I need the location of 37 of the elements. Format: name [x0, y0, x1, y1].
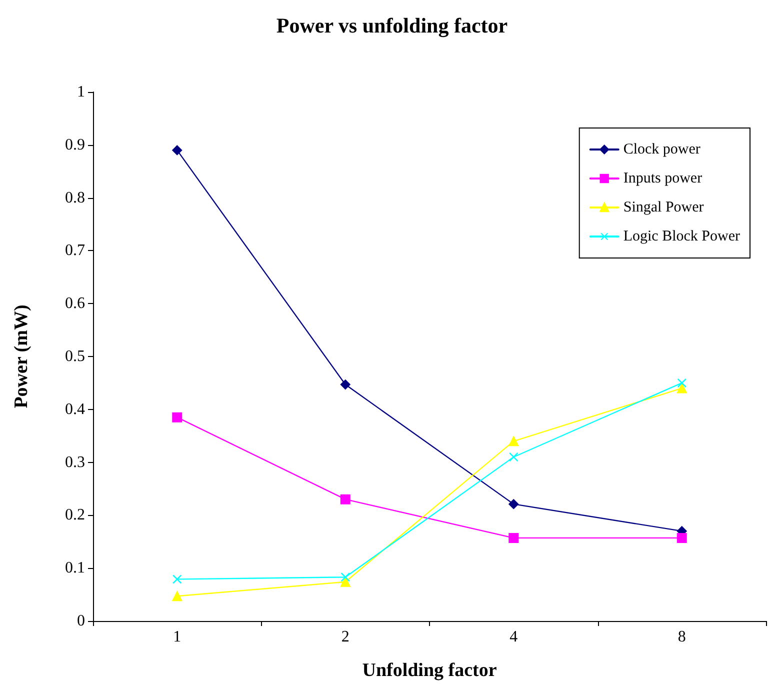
y-tick-label: 0.9	[65, 136, 85, 154]
legend-label: Singal Power	[623, 200, 704, 216]
point	[340, 572, 350, 582]
y-tick-label: 0	[77, 612, 85, 630]
y-tick-label: 0.3	[65, 454, 85, 471]
y-tick-label: 0.1	[65, 560, 85, 577]
x-axis-title: Unfolding factor	[362, 660, 498, 681]
legend-label: Inputs power	[623, 170, 702, 186]
chart-title: Power vs unfolding factor	[276, 14, 508, 38]
y-tick-label: 0.4	[65, 400, 85, 418]
point	[677, 378, 686, 388]
y-axis-title: Power (mW)	[11, 304, 32, 408]
point	[676, 532, 687, 543]
point	[508, 499, 519, 510]
y-tick-label: 1	[77, 84, 85, 100]
y-tick-label: 0.6	[65, 295, 85, 312]
point	[340, 576, 350, 587]
point	[676, 383, 687, 394]
point	[508, 436, 519, 446]
y-tick-label: 0.5	[65, 348, 85, 365]
x-tick-label: 2	[341, 628, 350, 646]
y-tick-label: 0.2	[65, 506, 85, 524]
legend-label: Logic Block Power	[623, 228, 740, 244]
point	[509, 452, 518, 462]
point	[508, 532, 519, 543]
point	[172, 412, 182, 422]
y-tick-label: 0.8	[65, 189, 85, 206]
point	[172, 145, 182, 156]
x-tick-label: 8	[678, 628, 686, 646]
point	[340, 380, 350, 390]
x-tick-label: 4	[510, 628, 518, 646]
point	[340, 494, 350, 504]
legend-label: Clock power	[623, 142, 700, 158]
point	[172, 591, 182, 602]
point	[172, 574, 182, 584]
y-tick-label: 0.7	[65, 242, 85, 260]
x-tick-label: 1	[173, 628, 182, 646]
